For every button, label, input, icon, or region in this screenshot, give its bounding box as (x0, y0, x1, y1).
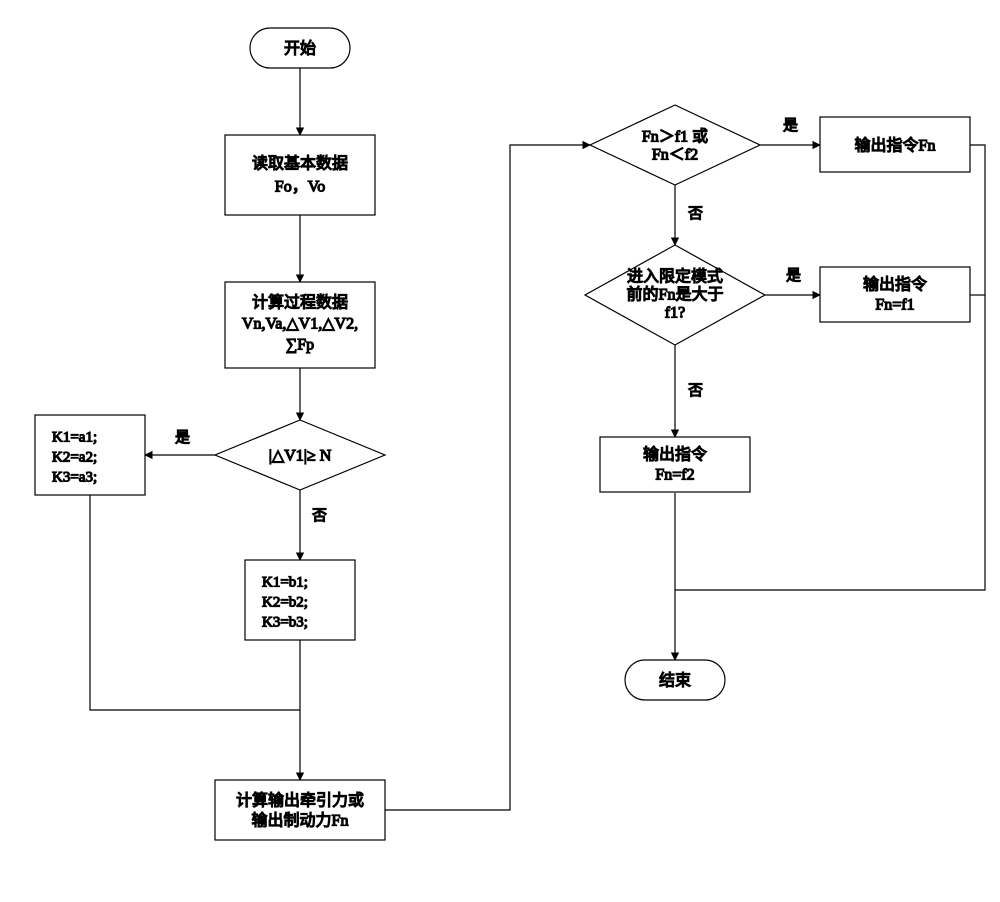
text: K2=b2; (262, 594, 308, 610)
node-out-fn: 输出指令Fn (820, 117, 970, 172)
edge-label-yes: 是 (786, 268, 801, 284)
text: Fn=f1 (875, 297, 914, 314)
text: 输出指令 (863, 276, 927, 294)
text: Fo，Vo (275, 179, 325, 196)
node-start: 开始 (250, 28, 350, 68)
text: Fn＞f1 或 (642, 128, 708, 146)
text: K1=a1; (52, 429, 97, 445)
text: |△V1|≥ N (269, 448, 332, 465)
text: K3=a3; (52, 469, 97, 485)
node-calc-fn: 计算输出牵引力或 输出制动力Fn (215, 780, 385, 840)
text: f1? (665, 305, 685, 322)
edge-label-no: 否 (312, 508, 327, 524)
text: Vn,Va,△V1,△V2, (242, 316, 358, 333)
node-end-label: 结束 (659, 672, 691, 690)
node-start-label: 开始 (284, 40, 316, 58)
node-set-a: K1=a1; K2=a2; K3=a3; (35, 415, 145, 495)
text: 输出指令Fn (855, 137, 936, 155)
text: 输出制动力Fn (252, 812, 349, 830)
edge-label-yes: 是 (175, 430, 190, 446)
edge-label-no: 否 (688, 206, 703, 222)
node-out-f2: 输出指令 Fn=f2 (600, 437, 750, 492)
text: 输出指令 (643, 446, 707, 464)
text: 计算过程数据 (252, 293, 348, 312)
node-set-b: K1=b1; K2=b2; K3=b3; (245, 560, 355, 640)
text: 前的Fn是大于 (627, 286, 724, 304)
text: 读取基本数据 (252, 155, 348, 173)
edge-to-cond2 (385, 145, 590, 810)
edges: 是 否 是 否 是 否 (90, 68, 985, 810)
text: ∑Fp (286, 337, 314, 354)
edge-outfn-merge (675, 145, 985, 590)
text: K2=a2; (52, 449, 97, 465)
node-cond2: Fn＞f1 或 Fn＜f2 (590, 105, 760, 185)
text: 进入限定模式 (627, 268, 723, 286)
flowchart-canvas: 是 否 是 否 是 否 开始 (0, 0, 1000, 902)
node-read-data: 读取基本数据 Fo，Vo (225, 135, 375, 215)
node-cond3: 进入限定模式 前的Fn是大于 f1? (585, 245, 765, 345)
text: K3=b3; (262, 614, 308, 630)
text: 计算输出牵引力或 (236, 791, 364, 810)
node-cond1: |△V1|≥ N (215, 420, 385, 490)
text: Fn=f2 (655, 467, 694, 484)
text: Fn＜f2 (652, 147, 698, 164)
node-calc-data: 计算过程数据 Vn,Va,△V1,△V2, ∑Fp (225, 282, 375, 368)
node-out-f1: 输出指令 Fn=f1 (820, 267, 970, 322)
text: K1=b1; (262, 574, 308, 590)
node-end: 结束 (625, 660, 725, 700)
edge-label-no: 否 (688, 383, 703, 399)
edge-label-yes: 是 (783, 118, 798, 134)
